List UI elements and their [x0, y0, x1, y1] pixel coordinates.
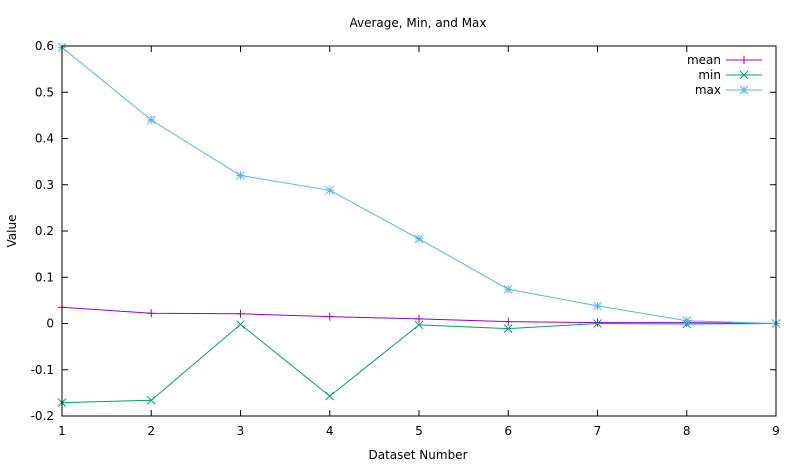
data-point-mean [147, 309, 156, 318]
chart-title: Average, Min, and Max [349, 16, 486, 30]
legend-marker [739, 70, 749, 80]
data-point-mean [415, 314, 423, 323]
legend-item-max: max [695, 83, 762, 97]
legend-label: mean [687, 53, 721, 67]
y-tick-label: 0.3 [35, 178, 54, 192]
data-point-mean [593, 318, 602, 327]
x-tick-label: 1 [58, 424, 66, 438]
legend-marker [739, 85, 749, 95]
data-point-max [414, 234, 424, 244]
x-tick-label: 6 [504, 424, 512, 438]
y-tick-label: 0.2 [35, 224, 54, 238]
data-point-min [414, 320, 424, 330]
series-line-max [61, 47, 777, 324]
data-point-max [146, 115, 156, 125]
x-tick-label: 2 [147, 424, 155, 438]
plot-frame [61, 45, 777, 417]
data-point-min [236, 320, 245, 329]
legend-label: max [695, 83, 721, 97]
x-axis-label: Dataset Number [368, 448, 467, 462]
y-tick-label: 0.1 [35, 270, 54, 284]
data-point-min [593, 319, 602, 328]
series-line-min [61, 322, 777, 404]
data-point-max [503, 284, 513, 294]
data-point-max [236, 171, 245, 180]
x-tick-label: 4 [326, 424, 334, 438]
legend-marker [740, 56, 748, 64]
data-point-min [503, 324, 513, 333]
data-point-max [682, 316, 692, 326]
y-tick-label: -0.2 [31, 409, 54, 423]
legend-item-min: min [698, 68, 762, 82]
data-point-mean [325, 312, 334, 321]
series-min [57, 319, 781, 407]
data-point-min [146, 395, 156, 405]
data-point-min [325, 391, 335, 401]
y-tick-label: -0.1 [31, 363, 54, 377]
data-point-max [325, 185, 335, 195]
x-tick-label: 8 [683, 424, 691, 438]
series-layer [57, 43, 781, 407]
data-point-max [593, 301, 602, 311]
legend-label: min [698, 68, 721, 82]
axis-ticks: -0.2 -0.1 0 0.1 0.2 0.3 0.4 0.5 0.6 1 2 3 4 5 6 7 8 9 [31, 39, 780, 438]
series-max [57, 43, 781, 328]
x-tick-label: 5 [415, 424, 423, 438]
x-tick-label: 7 [594, 424, 602, 438]
y-axis-label: Value [5, 215, 19, 248]
data-point-mean [236, 309, 245, 318]
data-point-mean [504, 317, 513, 326]
x-tick-label: 9 [772, 424, 780, 438]
y-tick-label: 0 [46, 317, 54, 331]
y-tick-label: 0.4 [35, 132, 54, 146]
x-tick-label: 3 [237, 424, 245, 438]
y-tick-label: 0.5 [35, 85, 54, 99]
y-tick-label: 0.6 [35, 39, 54, 53]
legend-item-mean: mean [687, 53, 762, 67]
